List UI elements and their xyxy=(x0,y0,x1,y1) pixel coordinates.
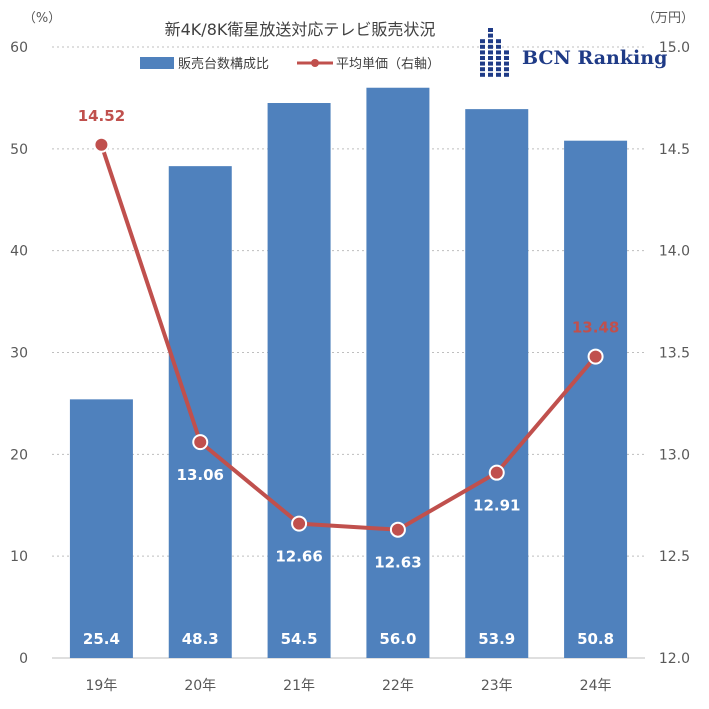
logo-block xyxy=(488,72,493,77)
line-path xyxy=(99,144,598,532)
x-axis-tick-label: 20年 xyxy=(184,678,216,694)
line-data-label: 13.06 xyxy=(177,466,224,484)
legend-label-bar: 販売台数構成比 xyxy=(178,56,269,72)
logo-block xyxy=(480,44,485,49)
left-axis-tick-label: 10 xyxy=(10,549,28,565)
bar-data-label: 54.5 xyxy=(281,630,318,648)
left-axis-tick-label: 30 xyxy=(10,346,28,362)
logo-block xyxy=(504,56,509,60)
left-axis: 0 10 20 30 40 50 60 xyxy=(10,40,28,667)
line-data-label: 13.48 xyxy=(572,319,619,337)
bcn-logo-mark-icon xyxy=(480,28,509,77)
logo-block xyxy=(504,67,509,72)
x-axis-tick-label: 22年 xyxy=(382,678,414,694)
logo-block xyxy=(488,61,493,66)
logo-block xyxy=(488,33,493,38)
bcn-logo-text: BCN Ranking xyxy=(522,47,667,69)
legend: 販売台数構成比 平均単価（右軸） xyxy=(140,56,440,72)
logo-block xyxy=(496,44,501,49)
logo-block xyxy=(480,72,485,77)
bar-data-label: 56.0 xyxy=(379,630,416,648)
left-axis-tick-label: 50 xyxy=(10,142,28,158)
logo-block xyxy=(480,39,485,44)
left-axis-tick-label: 20 xyxy=(10,447,28,463)
right-axis-tick-label: 14.0 xyxy=(659,244,690,260)
right-axis-unit: （万円） xyxy=(642,11,694,26)
right-axis-tick-label: 13.5 xyxy=(659,346,690,362)
line-marker xyxy=(291,515,308,532)
bar xyxy=(465,109,529,658)
logo-block xyxy=(488,44,493,49)
line-data-label: 12.63 xyxy=(374,554,421,572)
logo-block xyxy=(496,56,501,60)
left-axis-unit: （%） xyxy=(23,11,61,26)
bar xyxy=(69,399,133,658)
line-marker xyxy=(389,521,406,538)
logo-block xyxy=(488,39,493,44)
line-data-label: 12.66 xyxy=(275,548,322,566)
bar xyxy=(366,87,430,658)
logo-block xyxy=(480,50,485,55)
logo-block xyxy=(488,67,493,72)
logo-block xyxy=(496,72,501,77)
line-data-label: 14.52 xyxy=(78,107,125,125)
bar-data-label: 25.4 xyxy=(83,630,120,648)
logo-block xyxy=(504,72,509,77)
logo-block xyxy=(496,67,501,72)
left-axis-tick-label: 40 xyxy=(10,244,28,260)
left-axis-tick-label: 60 xyxy=(10,40,28,56)
right-axis-tick-label: 12.0 xyxy=(659,651,690,667)
bar xyxy=(168,166,232,658)
line-marker xyxy=(488,464,505,481)
bar-series xyxy=(69,87,628,659)
bar xyxy=(267,103,331,659)
logo-block xyxy=(488,56,493,60)
right-axis-tick-label: 13.0 xyxy=(659,447,690,463)
right-axis-tick-label: 15.0 xyxy=(659,40,690,56)
chart-title: 新4K/8K衛星放送対応テレビ販売状況 xyxy=(165,20,436,39)
line-marker xyxy=(192,434,209,451)
logo-block xyxy=(504,61,509,66)
x-axis-tick-label: 21年 xyxy=(283,678,315,694)
x-axis-tick-label: 19年 xyxy=(86,678,118,694)
x-axis-tick-label: 23年 xyxy=(481,678,513,694)
line-marker xyxy=(587,348,604,365)
line-marker xyxy=(93,136,110,153)
grid-lines xyxy=(52,46,645,659)
legend-label-line: 平均単価（右軸） xyxy=(336,56,440,72)
logo-block xyxy=(480,56,485,60)
bar-data-label: 48.3 xyxy=(182,630,219,648)
right-axis: 12.0 12.5 13.0 13.5 14.0 14.5 15.0 xyxy=(659,40,690,667)
bcn-logo: BCN Ranking xyxy=(480,28,667,77)
logo-block xyxy=(480,61,485,66)
legend-swatch-marker xyxy=(311,59,319,67)
logo-block xyxy=(496,61,501,66)
line-series xyxy=(93,136,604,538)
logo-block xyxy=(504,50,509,55)
data-labels: 25.4 48.3 54.5 56.0 53.9 50.8 14.52 13.06 12.66 1… xyxy=(78,107,620,648)
logo-block xyxy=(488,28,493,32)
logo-block xyxy=(496,39,501,44)
logo-block xyxy=(488,50,493,55)
bar-data-label: 53.9 xyxy=(478,630,515,648)
line-data-label: 12.91 xyxy=(473,497,520,515)
logo-block xyxy=(480,67,485,72)
bar xyxy=(564,140,628,659)
right-axis-tick-label: 14.5 xyxy=(659,142,690,158)
x-axis: 19年 20年 21年 22年 23年 24年 xyxy=(86,678,612,694)
left-axis-tick-label: 0 xyxy=(19,651,28,667)
legend-swatch-bar xyxy=(140,57,174,69)
bar-data-label: 50.8 xyxy=(577,630,614,648)
right-axis-tick-label: 12.5 xyxy=(659,549,690,565)
logo-block xyxy=(496,50,501,55)
x-axis-tick-label: 24年 xyxy=(580,678,612,694)
